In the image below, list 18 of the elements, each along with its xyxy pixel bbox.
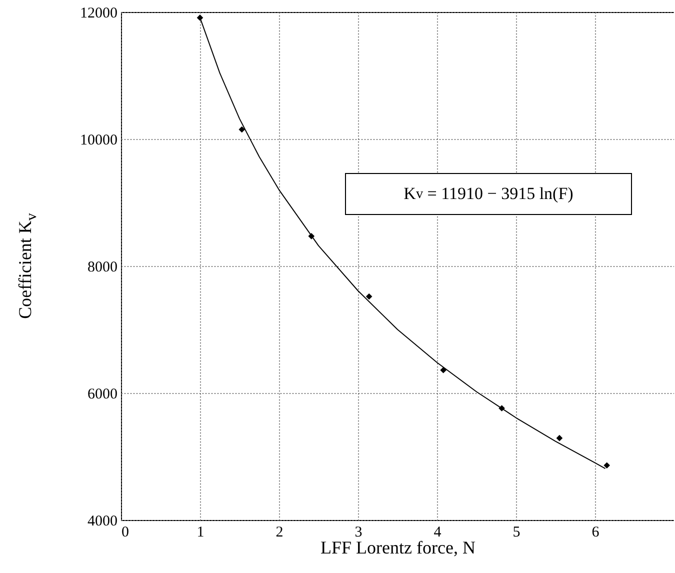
point [238,126,246,133]
y-tick-label: 10000 [80,132,118,148]
x-tick-label: 6 [592,524,600,540]
y-tick-label: 4000 [88,514,118,530]
x-tick-label: 3 [354,524,362,540]
x-axis-title: LFF Lorentz force, N [320,538,476,558]
x-tick-label: 5 [512,524,520,540]
point [440,366,446,374]
y-tick-label: 12000 [80,6,118,22]
y-tick-label: 6000 [88,386,118,402]
x-tick-label: 1 [196,524,204,540]
point [556,434,563,442]
point [604,462,610,469]
y-tick-label: 8000 [88,260,118,276]
x-tick-label: 0 [122,524,129,540]
point [366,293,372,300]
x-tick-label: 4 [434,524,442,540]
x-tick-label: 2 [276,524,284,540]
